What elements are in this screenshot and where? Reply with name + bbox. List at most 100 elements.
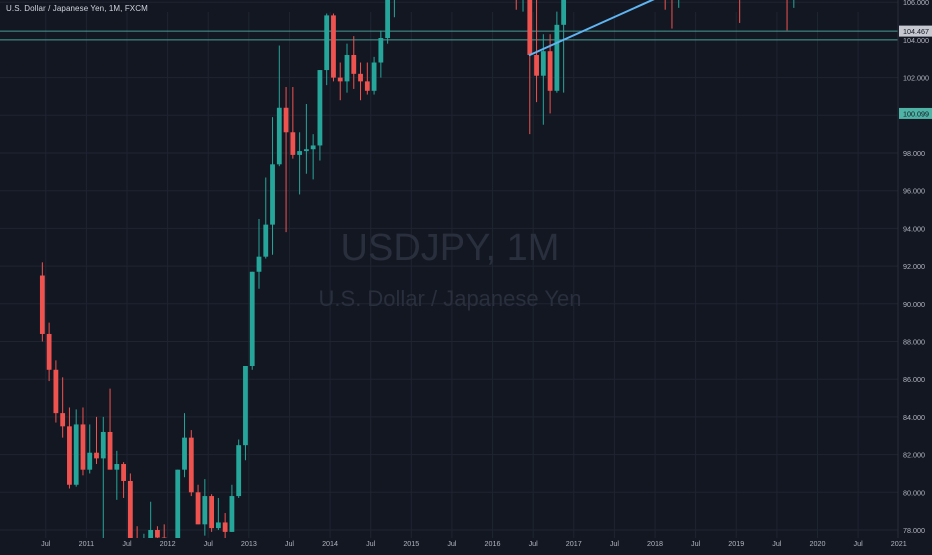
candle <box>276 45 282 167</box>
candle-body <box>297 151 303 155</box>
candle-body <box>243 366 248 446</box>
candle <box>39 262 45 342</box>
time-axis[interactable]: Jul 2011 Jul 2012 Jul 2013 Jul 2014 Jul 2015 Jul 20… <box>0 538 932 550</box>
candle <box>547 34 553 114</box>
candle-body <box>540 51 546 76</box>
candle-body <box>283 107 289 133</box>
candle <box>46 322 52 382</box>
watermark-ticker: USDJPY, 1M <box>341 227 560 269</box>
y-tick-label: 94.000 <box>903 224 925 233</box>
candle-body <box>276 107 282 165</box>
candle <box>121 462 126 498</box>
candle-body <box>155 530 160 538</box>
watermark-name: U.S. Dollar / Japanese Yen <box>319 286 582 311</box>
candle-body <box>215 522 221 529</box>
candle-body <box>222 522 228 532</box>
candle <box>270 117 275 255</box>
candle <box>188 430 194 497</box>
x-tick-label: Jul <box>366 539 376 548</box>
y-tick-label: 106.000 <box>903 0 929 7</box>
candle <box>195 484 201 525</box>
candle-body <box>364 81 370 91</box>
x-tick-label: Jul <box>122 539 132 548</box>
candle <box>215 497 221 530</box>
candle <box>100 416 106 555</box>
y-tick-label: 84.000 <box>903 413 925 422</box>
x-tick-label: Jul <box>285 539 295 548</box>
candle <box>249 271 255 370</box>
candle-body <box>202 496 208 525</box>
y-tick-label: 86.000 <box>903 375 925 384</box>
x-tick-label: 2018 <box>647 539 663 548</box>
candle-body <box>107 431 113 470</box>
candle-body <box>534 54 539 76</box>
price-label-text: 100.099 <box>903 109 929 118</box>
candle-body <box>188 437 194 493</box>
x-tick-label: 2012 <box>160 539 176 548</box>
candle <box>371 56 377 95</box>
candle-body <box>263 224 269 257</box>
candle <box>317 70 323 161</box>
x-tick-label: Jul <box>41 539 51 548</box>
candle-body <box>351 54 357 74</box>
x-tick-label: Jul <box>691 539 701 548</box>
candle-body <box>270 164 275 225</box>
horizontal-lines <box>0 30 898 41</box>
candle-body <box>236 445 242 497</box>
candle <box>671 0 673 29</box>
candle-body <box>310 145 316 150</box>
candle <box>324 13 330 86</box>
candle-body <box>290 132 296 155</box>
candle-body <box>39 275 45 334</box>
candle <box>786 0 788 31</box>
price-label: 104.467 <box>899 25 932 37</box>
y-tick-label: 98.000 <box>903 149 925 158</box>
candle <box>67 407 72 489</box>
candles <box>39 0 795 555</box>
x-tick-label: Jul <box>204 539 214 548</box>
x-tick-label: 2021 <box>891 539 907 548</box>
candle-body <box>60 413 66 427</box>
candle-body <box>344 54 350 82</box>
y-tick-label: 102.000 <box>903 74 929 83</box>
candle-body <box>53 369 59 414</box>
candle-body <box>527 0 533 55</box>
candle-body <box>385 0 391 39</box>
candle <box>87 424 93 474</box>
candle <box>283 87 289 233</box>
candle-body <box>317 70 323 146</box>
candle-body <box>121 464 126 481</box>
symbol-title: U.S. Dollar / Japanese Yen, 1M, FXCM <box>6 4 148 13</box>
watermark: USDJPY, 1M U.S. Dollar / Japanese Yen <box>319 227 582 311</box>
trendline[interactable] <box>528 0 862 56</box>
candle-body <box>229 496 235 532</box>
candle-body <box>100 431 106 459</box>
price-axis[interactable]: 78.000 80.000 82.000 84.000 86.000 88.000 90.0… <box>897 0 932 550</box>
x-tick-label: 2016 <box>485 539 501 548</box>
x-tick-label: 2015 <box>403 539 419 548</box>
price-label: 100.099 <box>899 107 932 119</box>
candle <box>60 377 66 438</box>
y-tick-label: 88.000 <box>903 338 925 347</box>
trendlines[interactable] <box>442 0 869 56</box>
candle-body <box>209 496 214 529</box>
candle <box>344 43 350 93</box>
candle <box>263 177 269 259</box>
x-tick-label: 2011 <box>79 539 94 548</box>
x-tick-label: 2014 <box>322 539 338 548</box>
candle <box>202 479 208 536</box>
candle <box>337 62 343 101</box>
candle-body <box>94 452 99 459</box>
candle-body <box>46 333 52 370</box>
x-tick-label: Jul <box>772 539 782 548</box>
x-tick-label: Jul <box>610 539 620 548</box>
candle <box>175 469 181 555</box>
candle-body <box>73 424 79 485</box>
candle <box>561 0 567 93</box>
price-axis-background <box>898 0 932 550</box>
candle-body <box>303 149 309 152</box>
candle-body <box>256 256 262 272</box>
candle <box>182 413 187 478</box>
